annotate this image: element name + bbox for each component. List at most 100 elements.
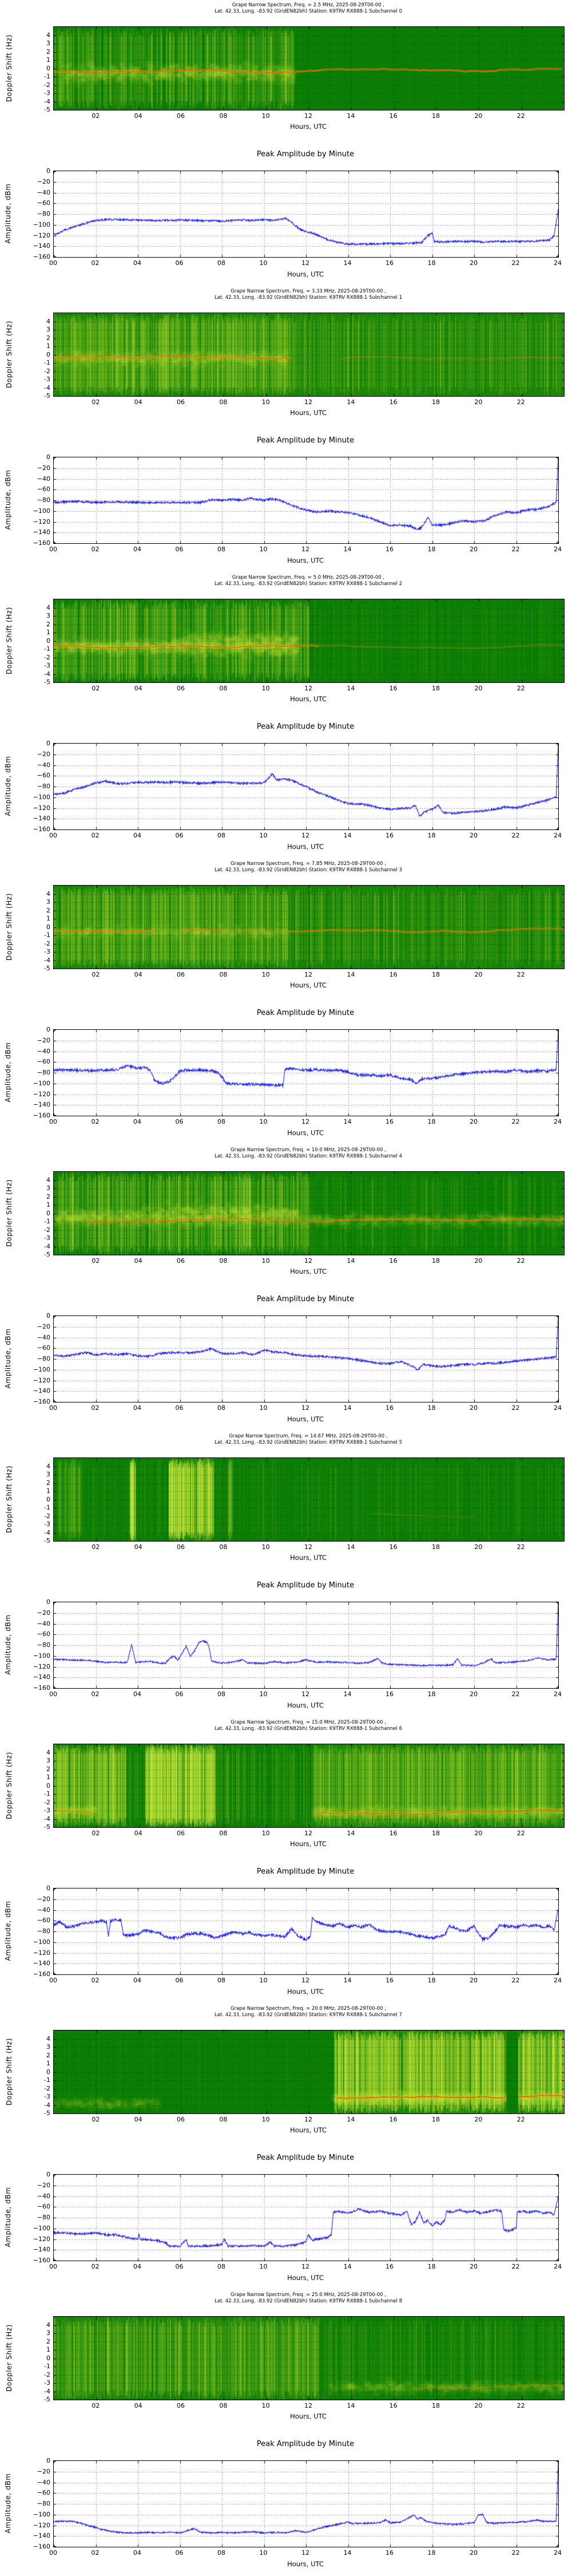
spectrogram-xtick: 20: [474, 2402, 483, 2409]
spectrogram-xtick: 12: [304, 1543, 312, 1551]
spectrogram-title-line2: Lat. 42.33, Long. -83.92 (GridEN82bh) St…: [214, 1726, 402, 1732]
spectrogram-xtick: 18: [432, 398, 440, 406]
spectrogram-title-line1: Grape Narrow Spectrum, Freq. = 25.0 MHz,…: [231, 2292, 386, 2298]
spectrogram-ytick: 0: [46, 1495, 50, 1503]
spectrogram-canvas: [53, 885, 565, 969]
amplitude-ytick: −60: [37, 1917, 50, 1925]
spectrogram-xtick: 22: [517, 971, 525, 978]
amplitude-xtick: 14: [343, 259, 352, 267]
amplitude-xtick: 10: [259, 259, 268, 267]
amplitude-xtick: 16: [386, 1690, 394, 1698]
spectrogram-xtick: 04: [134, 1830, 142, 1837]
amplitude-xtick: 18: [427, 2263, 436, 2270]
amplitude-xtick: 08: [217, 1977, 225, 1984]
spectrogram-xtick: 22: [517, 2116, 525, 2123]
amplitude-xtick: 08: [217, 2263, 225, 2270]
spectrogram-ytick: -4: [44, 1528, 50, 1536]
amplitude-xtick: 06: [175, 546, 184, 553]
spectrogram-ytick: -1: [44, 359, 50, 366]
spectrogram-ylabel: Doppler Shift (Hz): [5, 1751, 13, 1819]
spectrogram-xtick: 20: [474, 1257, 483, 1265]
spectrogram-xtick: 08: [219, 112, 228, 120]
amplitude-canvas: [53, 2174, 559, 2261]
spectrogram-xtick: 02: [92, 971, 100, 978]
amplitude-ytick: −160: [33, 1112, 50, 1119]
spectrogram-xtick: 16: [389, 112, 398, 120]
spectrogram-xtick: 06: [177, 112, 185, 120]
spectrogram-xtick: 08: [219, 971, 228, 978]
amplitude-xtick: 06: [175, 2263, 184, 2270]
amplitude-ytick: −160: [33, 2543, 50, 2550]
spectrogram-xtick: 04: [134, 2402, 142, 2409]
amplitude-ytick: −60: [37, 2203, 50, 2211]
amplitude-xtick: 10: [259, 1118, 268, 1125]
amplitude-title: Peak Amplitude by Minute: [256, 1867, 355, 1876]
spectrogram-xtick: 10: [261, 398, 270, 406]
amplitude-ytick: −80: [37, 2214, 50, 2221]
amplitude-xtick: 02: [91, 2549, 100, 2557]
amplitude-xtick: 20: [470, 259, 478, 267]
amplitude-xtick: 06: [175, 1404, 184, 1412]
amplitude-xtick: 20: [470, 832, 478, 839]
spectrogram-title-line2: Lat. 42.33, Long. -83.92 (GridEN82bh) St…: [214, 581, 402, 587]
spectrogram-ylabel: Doppler Shift (Hz): [5, 2324, 13, 2392]
spectrogram-ytick: 2: [46, 1479, 50, 1487]
spectrogram-ylabel: Doppler Shift (Hz): [5, 892, 13, 961]
spectrogram-xlabel: Hours, UTC: [290, 1267, 327, 1275]
spectrogram-ytick: -1: [44, 931, 50, 939]
spectrogram-ytick: -4: [44, 1242, 50, 1250]
spectrogram-title-line2: Lat. 42.33, Long. -83.92 (GridEN82bh) St…: [214, 2298, 402, 2304]
amplitude-xtick: 22: [511, 1404, 520, 1412]
amplitude-xtick: 20: [470, 546, 478, 553]
spectrogram-xtick: 12: [304, 112, 312, 120]
amplitude-canvas: [53, 1602, 559, 1689]
amplitude-ytick: 0: [46, 1026, 50, 1033]
spectrogram-ytick: 1: [46, 2346, 50, 2353]
spectrogram-xtick: 02: [92, 2402, 100, 2409]
amplitude-ytick: −80: [37, 1641, 50, 1649]
subchannel-block: Grape Narrow Spectrum, Freq. = 3.33 MHz,…: [0, 286, 572, 572]
spectrogram-xtick: 02: [92, 1257, 100, 1265]
subchannel-block: Grape Narrow Spectrum, Freq. = 10.0 MHz,…: [0, 1145, 572, 1431]
spectrogram-xtick: 10: [261, 1830, 270, 1837]
spectrogram-title-line1: Grape Narrow Spectrum, Freq. = 15.0 MHz,…: [231, 1720, 386, 1725]
spectrogram-ytick: 4: [46, 2321, 50, 2329]
spectrogram-xtick: 22: [517, 685, 525, 692]
spectrogram-xtick: 20: [474, 1830, 483, 1837]
amplitude-xtick: 04: [133, 1404, 141, 1412]
amplitude-ytick: −40: [37, 2192, 50, 2200]
amplitude-title: Peak Amplitude by Minute: [256, 1009, 355, 1017]
spectrogram-ytick: 3: [46, 1184, 50, 1192]
amplitude-xtick: 10: [259, 1690, 268, 1698]
amplitude-ytick: −40: [37, 1333, 50, 1341]
amplitude-xtick: 10: [259, 2263, 268, 2270]
spectrogram-xtick: 08: [219, 685, 228, 692]
spectrogram-title-line2: Lat. 42.33, Long. -83.92 (GridEN82bh) St…: [214, 867, 402, 873]
spectrogram-ytick: -5: [44, 965, 50, 972]
amplitude-xtick: 14: [343, 832, 352, 839]
amplitude-canvas: [53, 1029, 559, 1116]
amplitude-ytick: −80: [37, 210, 50, 218]
amplitude-ytick: −100: [33, 1652, 50, 1660]
amplitude-xtick: 10: [259, 1977, 268, 1984]
amplitude-ytick: −120: [33, 2521, 50, 2529]
amplitude-ytick: −40: [37, 2478, 50, 2486]
amplitude-xtick: 14: [343, 546, 352, 553]
amplitude-ytick: −140: [33, 242, 50, 250]
amplitude-ytick: −140: [33, 528, 50, 536]
amplitude-xtick: 22: [511, 1118, 520, 1125]
amplitude-xlabel: Hours, UTC: [287, 1129, 324, 1137]
spectrogram-ytick: -2: [44, 939, 50, 947]
amplitude-xtick: 00: [49, 2549, 57, 2557]
amplitude-xtick: 14: [343, 1404, 352, 1412]
spectrogram-ytick: 1: [46, 915, 50, 922]
spectrogram-ytick: -4: [44, 956, 50, 964]
spectrogram-ytick: -2: [44, 1798, 50, 1806]
amplitude-ytick: −100: [33, 1365, 50, 1373]
amplitude-xtick: 02: [91, 1690, 100, 1698]
spectrogram-ytick: -5: [44, 1823, 50, 1831]
spectrogram-canvas: [53, 1744, 565, 1828]
amplitude-ytick: −100: [33, 1079, 50, 1087]
amplitude-xtick: 22: [511, 1977, 520, 1984]
